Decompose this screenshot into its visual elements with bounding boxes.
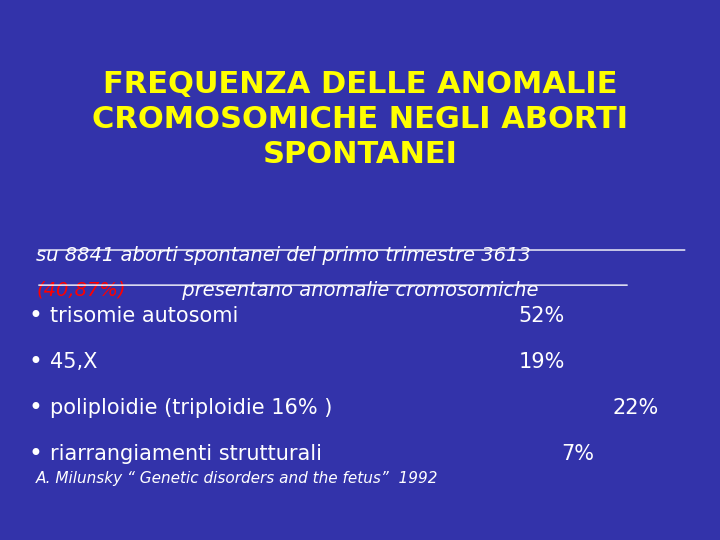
Text: 7%: 7% <box>562 443 595 464</box>
Text: presentano anomalie cromosomiche: presentano anomalie cromosomiche <box>176 281 539 300</box>
Text: 22%: 22% <box>612 397 658 418</box>
Text: 52%: 52% <box>518 306 564 326</box>
Text: A. Milunsky “ Genetic disorders and the fetus”  1992: A. Milunsky “ Genetic disorders and the … <box>36 471 438 486</box>
Text: 45,X: 45,X <box>50 352 98 372</box>
Text: 19%: 19% <box>518 352 564 372</box>
Text: (40,87%): (40,87%) <box>36 281 125 300</box>
Text: su 8841 aborti spontanei del primo trimestre 3613: su 8841 aborti spontanei del primo trime… <box>36 246 531 265</box>
Text: •: • <box>29 442 42 465</box>
Text: •: • <box>29 396 42 420</box>
Text: •: • <box>29 350 42 374</box>
Text: riarrangiamenti strutturali: riarrangiamenti strutturali <box>50 443 323 464</box>
Text: trisomie autosomi: trisomie autosomi <box>50 306 239 326</box>
Text: FREQUENZA DELLE ANOMALIE
CROMOSOMICHE NEGLI ABORTI
SPONTANEI: FREQUENZA DELLE ANOMALIE CROMOSOMICHE NE… <box>92 70 628 168</box>
Text: poliploidie (triploidie 16% ): poliploidie (triploidie 16% ) <box>50 397 333 418</box>
Text: •: • <box>29 304 42 328</box>
